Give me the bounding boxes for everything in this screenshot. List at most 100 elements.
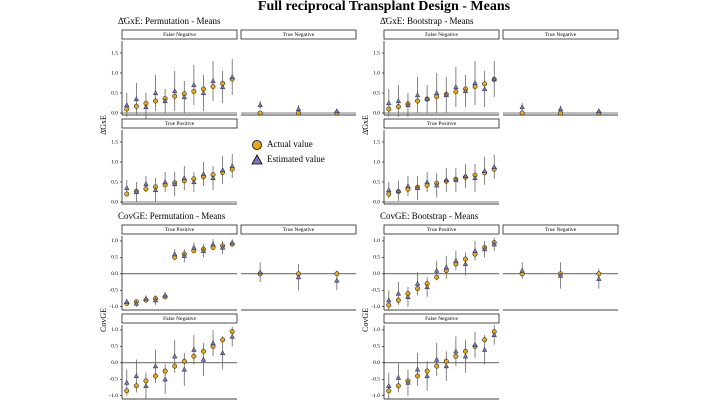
- estimated-point: [443, 177, 449, 183]
- facet-strip: [383, 29, 500, 40]
- estimated-point: [414, 366, 421, 372]
- actual-point: [133, 383, 139, 389]
- actual-point: [172, 93, 178, 99]
- estimated-point: [481, 86, 488, 92]
- y-tick-label: 0.5: [373, 255, 380, 261]
- estimated-point: [210, 175, 216, 181]
- estimated-point: [257, 102, 263, 108]
- legend-label: Estimated value: [267, 154, 325, 164]
- estimated-point: [229, 333, 235, 339]
- actual-point: [434, 94, 440, 100]
- facet-strip: [383, 313, 500, 324]
- y-axis-label: CovGE: [361, 308, 370, 332]
- estimated-point: [143, 383, 149, 388]
- actual-point: [201, 348, 206, 354]
- estimated-point: [191, 346, 197, 352]
- actual-point: [424, 368, 430, 374]
- estimated-point: [596, 108, 602, 114]
- estimated-point: [143, 295, 149, 301]
- estimated-point: [172, 251, 178, 257]
- y-tick-label: 0.0: [373, 271, 380, 277]
- estimated-point: [191, 244, 197, 250]
- estimated-point: [181, 94, 187, 100]
- actual-point: [434, 274, 440, 280]
- legend-marker: [251, 154, 263, 165]
- estimated-point: [395, 188, 402, 193]
- actual-point: [124, 106, 130, 112]
- y-tick-label: -1.0: [371, 304, 380, 310]
- actual-point: [220, 337, 226, 343]
- y-tick-label: 1.0: [373, 327, 380, 333]
- facet-label: True Positive: [165, 121, 195, 127]
- estimated-point: [162, 98, 168, 104]
- actual-point: [443, 358, 449, 364]
- actual-point: [153, 98, 158, 104]
- estimated-point: [229, 163, 235, 169]
- y-tick-label: 0.0: [111, 271, 118, 277]
- y-tick-label: 1.0: [111, 238, 118, 244]
- actual-point: [191, 88, 197, 94]
- y-tick-label: 0.5: [111, 344, 118, 350]
- facet-label: True Positive: [165, 227, 195, 233]
- actual-point: [133, 103, 139, 109]
- estimated-point: [386, 383, 392, 388]
- y-tick-label: -0.5: [371, 288, 380, 294]
- facet-strip: [121, 118, 238, 129]
- actual-point: [210, 84, 216, 90]
- facet-label: True Negative: [545, 32, 577, 38]
- y-tick-label: -1.0: [109, 393, 118, 399]
- facet-label: True Positive: [427, 121, 457, 127]
- legend-marker: [252, 140, 262, 150]
- actual-point: [162, 368, 168, 374]
- estimated-point: [491, 164, 497, 169]
- estimated-point: [424, 179, 430, 185]
- actual-point: [124, 388, 130, 394]
- estimated-point: [481, 246, 488, 252]
- estimated-point: [219, 167, 226, 173]
- estimated-point: [453, 257, 459, 263]
- y-tick-label: 0.0: [111, 110, 118, 116]
- actual-point: [395, 104, 401, 110]
- y-tick-label: 1.0: [111, 70, 118, 76]
- y-tick-label: 1.5: [373, 50, 380, 56]
- estimated-point: [386, 297, 392, 303]
- estimated-point: [491, 241, 497, 247]
- actual-point: [558, 110, 563, 116]
- y-tick-label: 1.0: [373, 159, 380, 165]
- actual-point: [415, 286, 420, 292]
- actual-point: [191, 353, 197, 359]
- actual-point: [482, 81, 488, 87]
- facet-strip: [121, 29, 238, 40]
- y-tick-label: 0.5: [111, 255, 118, 261]
- estimated-point: [334, 277, 340, 283]
- estimated-point: [491, 76, 497, 82]
- actual-point: [415, 373, 420, 379]
- estimated-point: [229, 74, 235, 80]
- y-tick-label: 1.0: [373, 238, 380, 244]
- estimated-point: [424, 96, 430, 102]
- facet-strip: [240, 224, 357, 235]
- y-tick-label: -1.0: [109, 304, 118, 310]
- actual-point: [172, 363, 178, 369]
- estimated-point: [143, 104, 149, 110]
- estimated-point: [462, 173, 469, 179]
- estimated-point: [395, 290, 402, 296]
- estimated-point: [334, 108, 340, 114]
- estimated-point: [152, 187, 159, 193]
- actual-point: [596, 271, 602, 277]
- y-tick-label: 0.5: [373, 90, 380, 96]
- y-tick-label: 1.5: [111, 139, 118, 145]
- estimated-point: [414, 92, 421, 98]
- estimated-point: [405, 379, 411, 385]
- legend-label: Actual value: [267, 139, 313, 149]
- y-tick-label: 0.0: [111, 360, 118, 366]
- estimated-point: [191, 82, 197, 88]
- y-axis-label: Δ̄GxE: [361, 115, 370, 135]
- actual-point: [415, 98, 420, 104]
- actual-point: [463, 256, 468, 262]
- estimated-point: [405, 183, 411, 189]
- estimated-point: [434, 182, 440, 188]
- estimated-point: [133, 96, 140, 102]
- estimated-point: [200, 356, 207, 362]
